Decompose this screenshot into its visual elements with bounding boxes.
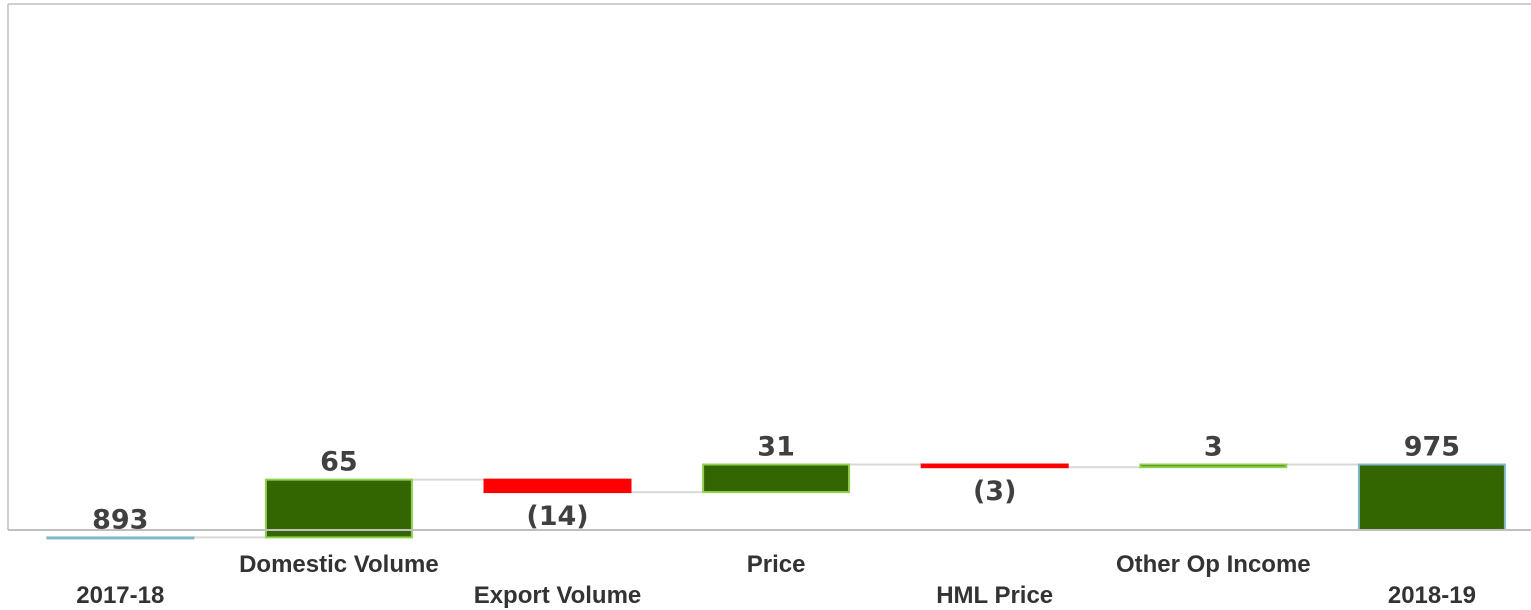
value-label-other-op-income: 3 xyxy=(1204,432,1223,463)
value-labels: 893 65 (14) 31 (3) 3 975 xyxy=(92,432,1460,536)
connector-lines xyxy=(193,463,1359,539)
value-label-domestic-volume: 65 xyxy=(320,447,358,478)
bar-hml-price xyxy=(920,463,1069,469)
bar-price xyxy=(702,463,851,494)
bar-2017-18 xyxy=(46,536,195,540)
value-label-export-volume: (14) xyxy=(526,501,588,532)
bar-2018-19 xyxy=(1357,463,1506,531)
category-label-price: Price xyxy=(747,551,806,578)
bar-export-volume xyxy=(483,478,632,494)
bar-domestic-volume xyxy=(264,478,413,539)
value-label-hml-price: (3) xyxy=(973,476,1016,507)
category-label-export-volume: Export Volume xyxy=(474,582,642,609)
bar-other-op-income xyxy=(1139,463,1288,469)
value-label-2017-18: 893 xyxy=(92,504,148,535)
value-label-price: 31 xyxy=(757,432,795,463)
category-labels: 2017-18 Domestic Volume Export Volume Price… xyxy=(76,551,1476,609)
category-label-domestic-volume: Domestic Volume xyxy=(239,551,439,578)
bars-group xyxy=(46,463,1506,540)
category-label-hml-price: HML Price xyxy=(936,582,1053,609)
category-label-other-op-income: Other Op Income xyxy=(1116,551,1311,578)
category-label-2017-18: 2017-18 xyxy=(76,582,164,609)
category-label-2018-19: 2018-19 xyxy=(1388,582,1476,609)
value-label-2018-19: 975 xyxy=(1404,432,1460,463)
